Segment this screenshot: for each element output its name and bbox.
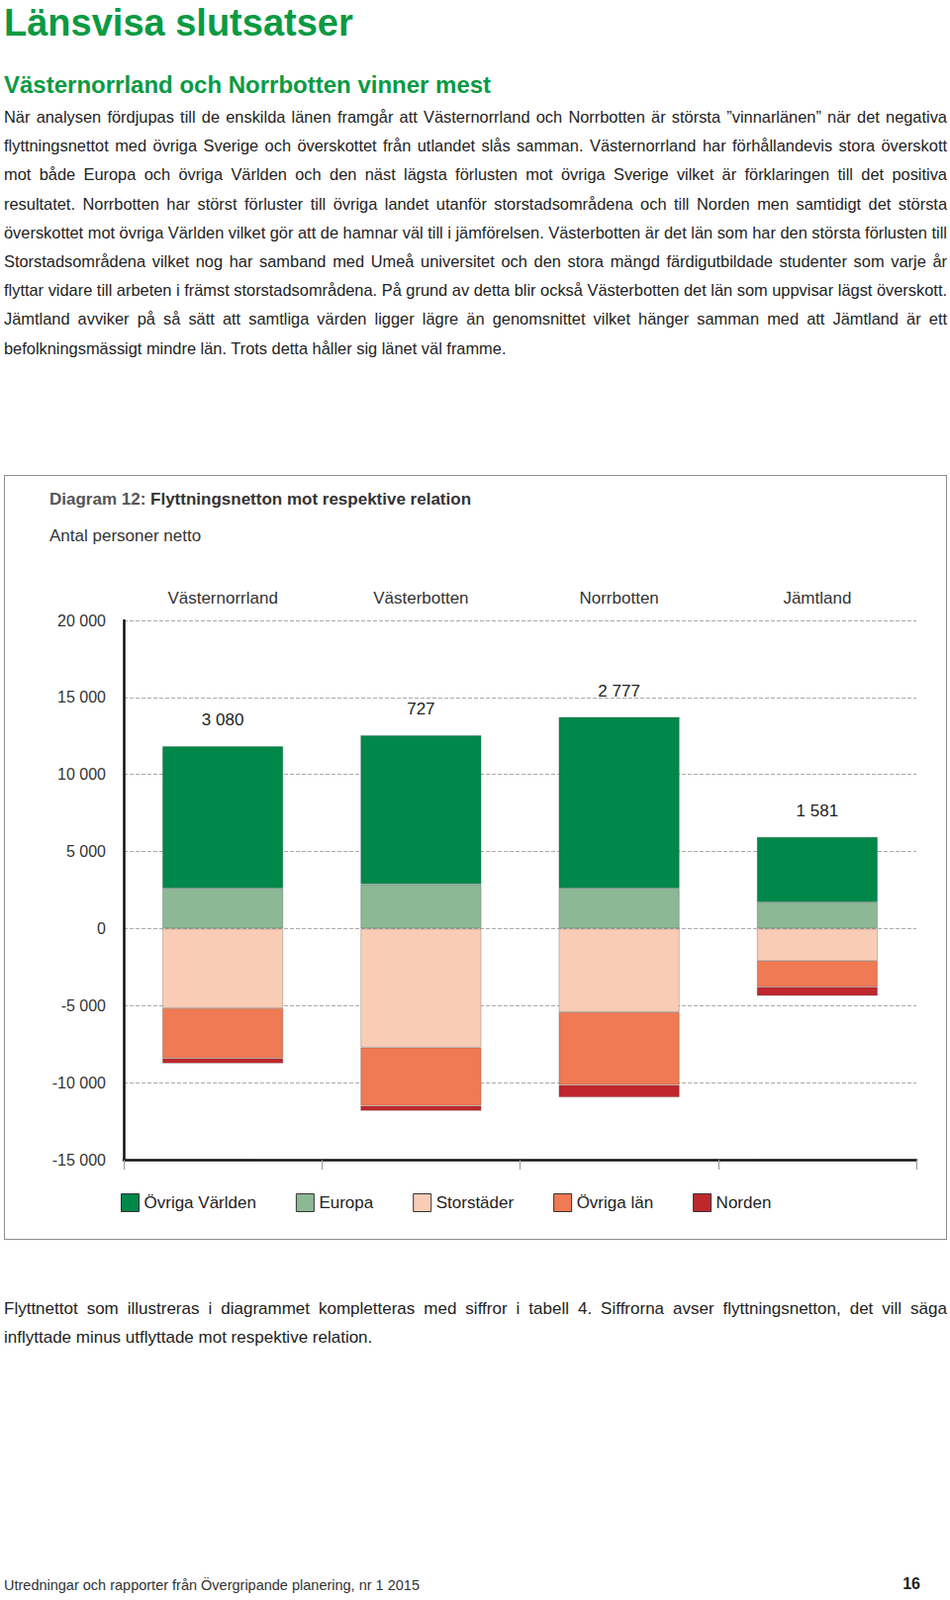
- svg-text:Norrbotten: Norrbotten: [578, 588, 659, 608]
- svg-text:Storstäder: Storstäder: [436, 1193, 515, 1213]
- html-text:När analysen fördjupas till de: När analysen fördjupas till de enskilda …: [3, 107, 948, 357]
- html-text:16: 16: [902, 1575, 921, 1593]
- svg-text:20 000: 20 000: [57, 612, 106, 630]
- svg-text:Jämtland: Jämtland: [782, 588, 852, 608]
- svg-text:3 080: 3 080: [201, 710, 245, 730]
- svg-text:Europa: Europa: [318, 1193, 374, 1213]
- html-text:Västernorrland och Norrbotten: Västernorrland och Norrbotten vinner mes…: [3, 71, 491, 98]
- svg-text:5 000: 5 000: [66, 843, 106, 860]
- html-text:Utredningar och rapporter från: Utredningar och rapporter från Övergripa…: [3, 1577, 420, 1594]
- svg-text:-5 000: -5 000: [61, 997, 106, 1015]
- svg-text:Västernorrland: Västernorrland: [167, 588, 279, 608]
- svg-text:Norden: Norden: [716, 1193, 772, 1213]
- svg-text:727: 727: [406, 699, 435, 719]
- html-text:Flyttnettot som illustreras i: Flyttnettot som illustreras i diagrammet…: [3, 1299, 948, 1347]
- svg-text:1 581: 1 581: [796, 801, 840, 821]
- svg-text:Övriga Världen: Övriga Världen: [144, 1193, 257, 1213]
- svg-text:Västerbotten: Västerbotten: [373, 588, 469, 608]
- svg-text:-10 000: -10 000: [52, 1074, 106, 1092]
- svg-text:2 777: 2 777: [597, 681, 641, 701]
- svg-text:Diagram 12:: Diagram 12:: [49, 489, 151, 509]
- svg-text:Flyttningsnetton mot respektiv: Flyttningsnetton mot respektive relation: [150, 489, 472, 509]
- svg-text:Antal personer netto: Antal personer netto: [49, 526, 201, 546]
- html-text:Länsvisa slutsatser: Länsvisa slutsatser: [3, 1, 354, 44]
- svg-text:15 000: 15 000: [57, 688, 106, 706]
- svg-text:0: 0: [96, 920, 106, 938]
- svg-text:10 000: 10 000: [57, 765, 106, 783]
- svg-text:-15 000: -15 000: [52, 1151, 106, 1169]
- svg-text:Övriga län: Övriga län: [576, 1193, 654, 1213]
